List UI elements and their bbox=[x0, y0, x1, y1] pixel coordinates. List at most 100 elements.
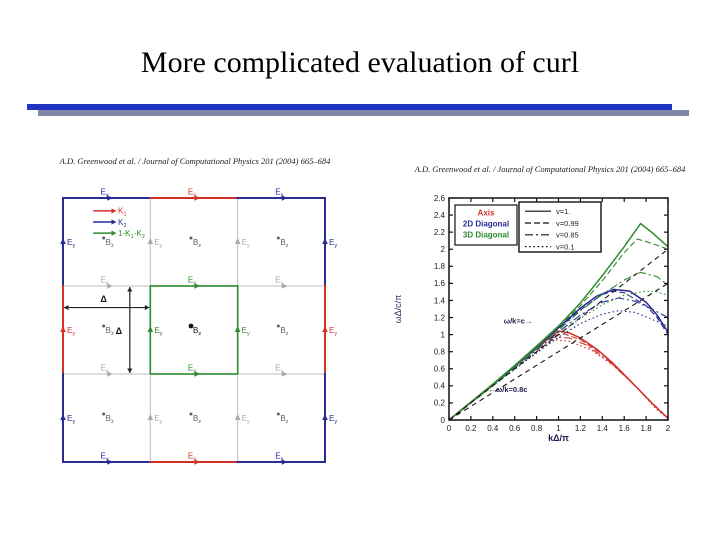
y-tick-label: 0 bbox=[441, 416, 446, 425]
ex-label: Ex bbox=[188, 275, 196, 286]
legend-style-label: v=0.85 bbox=[556, 231, 579, 240]
bz-dot-icon bbox=[276, 324, 280, 328]
ex-arrow-icon bbox=[281, 283, 288, 289]
bz-label: Bz bbox=[280, 326, 288, 337]
ey-arrow-icon bbox=[234, 413, 241, 420]
legend-label: K2 bbox=[118, 218, 127, 229]
y-tick-label: 0.2 bbox=[434, 399, 446, 408]
x-tick-label: 0.4 bbox=[487, 424, 499, 433]
legend-color-label: 3D Diagonal bbox=[463, 231, 509, 240]
ey-arrow-icon bbox=[147, 238, 154, 245]
x-tick-label: 0.8 bbox=[531, 424, 543, 433]
legend-color-label: 2D Diagonal bbox=[463, 220, 509, 229]
right-citation: A.D. Greenwood et al. / Journal of Compu… bbox=[414, 164, 686, 174]
bz-label: Bz bbox=[280, 414, 288, 425]
y-tick-label: 0.4 bbox=[434, 382, 446, 391]
y-tick-label: 2.6 bbox=[434, 194, 446, 203]
x-tick-label: 0.6 bbox=[509, 424, 521, 433]
ex-label: Ex bbox=[275, 188, 283, 199]
reference-line bbox=[448, 282, 669, 421]
y-tick-label: 1.6 bbox=[434, 279, 446, 288]
x-tick-label: 1.2 bbox=[575, 424, 587, 433]
ex-arrow-icon bbox=[194, 195, 200, 201]
ex-arrow-icon bbox=[107, 371, 113, 377]
ey-label: Ey bbox=[242, 238, 250, 249]
ey-label: Ey bbox=[67, 414, 75, 425]
bz-dot-icon bbox=[102, 324, 106, 328]
curve bbox=[448, 330, 669, 421]
delta-label: Δ bbox=[100, 294, 107, 304]
bz-label: Bz bbox=[193, 414, 201, 425]
ey-label: Ey bbox=[154, 238, 162, 249]
bz-label: Bz bbox=[280, 238, 288, 249]
ey-label: Ey bbox=[329, 238, 337, 249]
bz-label: Bz bbox=[193, 326, 201, 337]
y-tick-label: 1 bbox=[441, 330, 446, 339]
ey-arrow-icon bbox=[322, 413, 328, 420]
plot-annotation: ω/k=c→ bbox=[504, 317, 533, 326]
ey-arrow-icon bbox=[234, 238, 241, 245]
ex-label: Ex bbox=[101, 452, 109, 463]
ey-label: Ey bbox=[329, 414, 337, 425]
ex-arrow-icon bbox=[194, 371, 200, 377]
title-underline-blue bbox=[27, 104, 672, 110]
ey-label: Ey bbox=[67, 238, 75, 249]
ex-label: Ex bbox=[101, 275, 109, 286]
left-citation: A.D. Greenwood et al. / Journal of Compu… bbox=[59, 156, 331, 166]
curve bbox=[448, 297, 669, 421]
ey-arrow-icon bbox=[147, 326, 154, 332]
y-tick-label: 2.4 bbox=[434, 211, 446, 220]
legend-color-label: Axis bbox=[478, 209, 495, 218]
bz-label: Bz bbox=[106, 326, 114, 337]
bz-dot-icon bbox=[102, 412, 106, 416]
ex-label: Ex bbox=[188, 364, 196, 375]
y-tick-label: 1.2 bbox=[434, 313, 446, 322]
bz-label: Bz bbox=[193, 238, 201, 249]
ex-arrow-icon bbox=[107, 283, 113, 289]
y-tick-label: 1.8 bbox=[434, 262, 446, 271]
ex-arrow-icon bbox=[281, 459, 288, 465]
x-tick-label: 1.4 bbox=[597, 424, 609, 433]
curve bbox=[448, 339, 669, 421]
dim-arrowhead-icon bbox=[144, 304, 150, 311]
bz-dot-icon bbox=[102, 236, 106, 240]
y-axis-label: ωΔ/c/π bbox=[393, 295, 403, 324]
dim-arrowhead-icon bbox=[127, 368, 133, 374]
curve bbox=[448, 222, 669, 421]
ex-label: Ex bbox=[275, 452, 283, 463]
legend-colors-box bbox=[454, 204, 518, 246]
x-tick-label: 1 bbox=[556, 424, 561, 433]
axes-frame bbox=[448, 197, 669, 421]
curve bbox=[448, 271, 669, 421]
ex-arrow-icon bbox=[194, 283, 200, 289]
bz-dot-icon bbox=[189, 236, 193, 240]
y-tick-label: 2 bbox=[441, 245, 446, 254]
ey-arrow-icon bbox=[60, 413, 66, 420]
ey-arrow-icon bbox=[322, 238, 328, 245]
delta-label: Δ bbox=[116, 326, 123, 336]
ey-arrow-icon bbox=[147, 413, 154, 420]
ey-label: Ey bbox=[154, 414, 162, 425]
title-underline-shadow bbox=[38, 110, 689, 116]
curve bbox=[448, 336, 669, 421]
grid-diagram-figure: A.D. Greenwood et al. / Journal of Compu… bbox=[40, 150, 350, 480]
legend-styles-box bbox=[518, 201, 602, 253]
legend-style-label: v=0.99 bbox=[556, 219, 579, 228]
x-tick-label: 0.2 bbox=[465, 424, 477, 433]
slide-title: More complicated evaluation of curl bbox=[140, 46, 580, 79]
legend-arrow-icon bbox=[111, 230, 117, 236]
legend-label: K1 bbox=[118, 207, 127, 218]
ex-label: Ex bbox=[275, 364, 283, 375]
dim-arrowhead-icon bbox=[127, 286, 133, 292]
ey-label: Ey bbox=[242, 414, 250, 425]
yee-grid-diagram: Ex Ex Ex Ex Ex Ex Ex Ex Ex Ex Ex Ex Ey Ey Ey Ey Ey Ey Ey Ey… bbox=[60, 188, 337, 465]
ex-arrow-icon bbox=[281, 371, 288, 377]
y-tick-label: 0.6 bbox=[434, 365, 446, 374]
curve bbox=[448, 238, 669, 421]
bz-label: Bz bbox=[106, 414, 114, 425]
ey-label: Ey bbox=[154, 326, 162, 337]
ex-arrow-icon bbox=[281, 195, 288, 201]
ex-arrow-icon bbox=[194, 459, 200, 465]
ex-label: Ex bbox=[275, 275, 283, 286]
